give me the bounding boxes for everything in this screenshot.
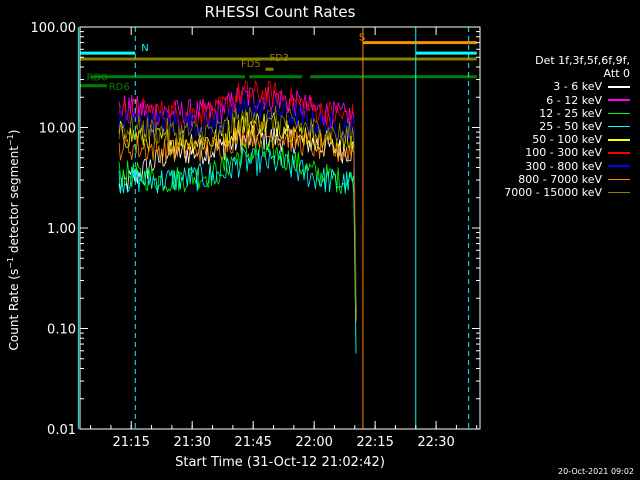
- x-axis-label: Start Time (31-Oct-12 21:02:42): [175, 455, 385, 470]
- y-axis-label: Count Rate (s−1 detector segment−1): [6, 130, 21, 351]
- flag-label-N: N: [141, 43, 148, 54]
- legend-label: 25 - 50 keV: [539, 119, 602, 133]
- legend-swatch: [608, 86, 630, 88]
- y-tick-label-4: 100.00: [31, 21, 77, 36]
- legend-entry-6: 300 - 800 keV: [480, 160, 630, 173]
- legend-entry-8: 7000 - 15000 keV: [480, 186, 630, 199]
- legend-header-line1: Det 1f,3f,5f,6f,9f,: [535, 54, 630, 67]
- x-tick-label-5: 22:30: [417, 435, 454, 450]
- legend-swatch: [608, 178, 630, 181]
- legend-swatch: [608, 165, 630, 167]
- legend-swatch: [608, 99, 630, 101]
- series-line-4: [118, 112, 357, 314]
- series-line-2: [118, 140, 357, 351]
- y-tick-label-0: 0.01: [47, 423, 76, 438]
- x-tick-label-1: 21:30: [173, 435, 210, 450]
- legend-entry-0: 3 - 6 keV: [480, 80, 630, 93]
- series-line-6: [118, 96, 357, 299]
- flag-label-FD5: FD5: [241, 59, 261, 70]
- x-tick-label-0: 21:15: [112, 435, 149, 450]
- legend-entry-2: 12 - 25 keV: [480, 107, 630, 120]
- legend-label: 100 - 300 keV: [525, 146, 602, 160]
- legend-swatch: [608, 125, 630, 128]
- legend-entry-5: 100 - 300 keV: [480, 146, 630, 159]
- series-line-5: [118, 80, 357, 287]
- legend-entry-3: 25 - 50 keV: [480, 120, 630, 133]
- x-tick-label-3: 22:00: [295, 435, 332, 450]
- flag-label-FD3: FD3: [269, 53, 289, 64]
- legend-swatch: [608, 112, 630, 115]
- legend-label: 50 - 100 keV: [532, 133, 602, 147]
- legend-entry-4: 50 - 100 keV: [480, 133, 630, 146]
- legend-swatch: [608, 191, 630, 194]
- legend-label: 6 - 12 keV: [546, 93, 602, 107]
- y-tick-label-3: 10.00: [39, 122, 76, 137]
- legend-entry-1: 6 - 12 keV: [480, 94, 630, 107]
- series-line-3: [118, 147, 357, 354]
- timestamp-stamp: 20-Oct-2021 09:02: [558, 467, 634, 476]
- flag-label-RD6: RD6: [109, 82, 130, 93]
- flag-label-RD0: RD0: [87, 73, 108, 84]
- legend: Det 1f,3f,5f,6f,9f, Att 0 3 - 6 keV 6 - 1…: [480, 54, 630, 199]
- series-line-7: [118, 121, 357, 323]
- flag-label-S: S: [359, 33, 365, 44]
- legend-label: 300 - 800 keV: [525, 159, 602, 173]
- x-tick-label-4: 22:15: [356, 435, 393, 450]
- legend-swatch: [608, 152, 630, 154]
- x-tick-label-2: 21:45: [234, 435, 271, 450]
- y-tick-label-1: 0.10: [47, 323, 76, 338]
- legend-label: 800 - 7000 keV: [518, 172, 602, 186]
- legend-entry-7: 800 - 7000 keV: [480, 173, 630, 186]
- chart-title: RHESSI Count Rates: [205, 3, 356, 21]
- legend-label: 3 - 6 keV: [553, 80, 602, 94]
- y-tick-label-2: 1.00: [47, 222, 76, 237]
- legend-header-line2: Att 0: [603, 67, 630, 81]
- legend-label: 7000 - 15000 keV: [504, 185, 602, 199]
- legend-label: 12 - 25 keV: [539, 106, 602, 120]
- series-line-8: [118, 105, 357, 306]
- legend-swatch: [608, 139, 630, 141]
